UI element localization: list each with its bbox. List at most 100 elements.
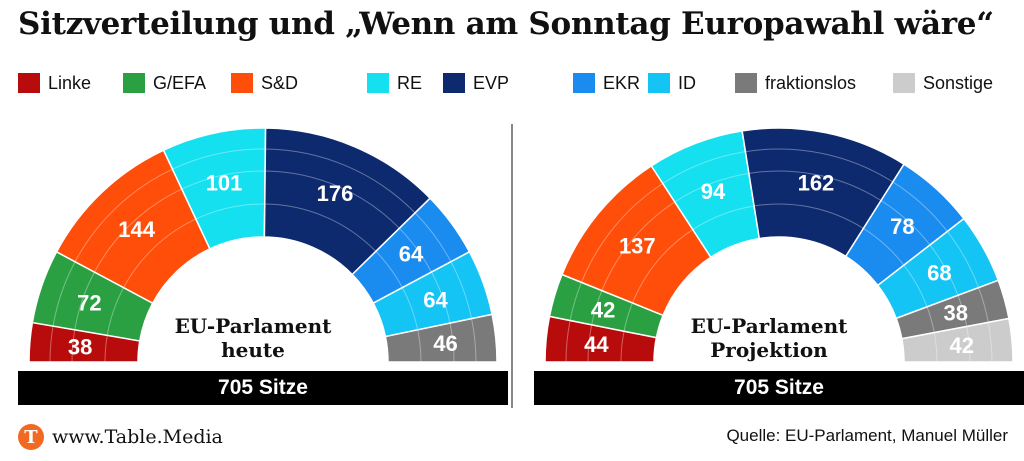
- seat-ring-line: [987, 322, 993, 363]
- seat-value-label: 64: [423, 287, 448, 312]
- legend-item: S&D: [231, 70, 298, 96]
- legend-label: fraktionslos: [765, 72, 857, 93]
- seat-ring-line: [929, 244, 959, 296]
- seat-ring-line: [431, 271, 451, 324]
- seat-value-label: 78: [890, 214, 914, 239]
- seat-value-label: 64: [399, 241, 424, 266]
- seat-ring-line: [74, 168, 173, 262]
- legend-swatch: [231, 73, 253, 93]
- legend: Linke G/EFA S&D RE EVP EKR ID fraktionslos Sonst…: [18, 70, 1008, 96]
- seat-ring-line: [745, 148, 894, 183]
- chart-svg-projection: 44 42 137 94 162 78 68 38 42: [544, 127, 1014, 363]
- legend-swatch: [648, 73, 670, 93]
- seat-ring-line: [580, 183, 664, 283]
- chart-divider: [511, 124, 513, 408]
- legend-label: Sonstige: [923, 72, 994, 93]
- seat-value-label: 162: [798, 170, 835, 195]
- seat-ring-line: [52, 261, 76, 327]
- seat-ring-line: [631, 229, 694, 304]
- seat-ring-line: [754, 203, 864, 229]
- legend-item: G/EFA: [123, 70, 206, 96]
- legend-swatch: [893, 73, 915, 93]
- seat-value-label: 68: [927, 261, 951, 286]
- seat-value-label: 38: [68, 334, 92, 359]
- seat-ring-line: [265, 148, 416, 214]
- seat-ring-line: [264, 203, 377, 252]
- legend-item: ID: [648, 70, 696, 96]
- seat-value-label: 46: [433, 331, 457, 356]
- seat-ring-line: [892, 181, 948, 232]
- seat-ring-line: [265, 170, 400, 229]
- seat-value-label: 72: [77, 291, 101, 316]
- total-seats-bar-current: 705 Sitze: [18, 371, 508, 405]
- legend-swatch: [18, 73, 40, 93]
- seat-value-label: 44: [584, 332, 609, 357]
- seat-ring-line: [966, 326, 971, 363]
- legend-item: fraktionslos: [735, 70, 856, 96]
- legend-swatch: [367, 73, 389, 93]
- parliament-chart-projection: 44 42 137 94 162 78 68 38 42 EU-Parlament Projek…: [534, 118, 1024, 408]
- seat-ring-line: [106, 287, 125, 336]
- brand: T www.Table.Media: [18, 424, 223, 450]
- legend-swatch: [573, 73, 595, 93]
- brand-url[interactable]: www.Table.Media: [52, 426, 223, 448]
- legend-item: Linke: [18, 70, 91, 96]
- seat-segment-fraktionslos: [384, 313, 498, 363]
- seat-ring-line: [903, 264, 928, 308]
- seat-ring-line: [674, 172, 749, 203]
- seat-value-label: 94: [701, 179, 726, 204]
- legend-swatch: [123, 73, 145, 93]
- seat-ring-line: [946, 231, 980, 288]
- chart-label-current: EU-Parlament heute: [138, 314, 368, 362]
- seat-ring-line: [375, 251, 403, 288]
- seat-ring-line: [181, 170, 266, 190]
- seat-ring-line: [123, 218, 197, 288]
- seat-ring-line: [449, 323, 455, 363]
- seat-value-label: 101: [206, 171, 243, 196]
- legend-item: EVP: [443, 70, 509, 96]
- parliament-chart-current: 38 72 144 101 176 64 64 46 EU-Parlament heute 7…: [18, 118, 508, 408]
- legend-label: ID: [678, 72, 696, 93]
- legend-label: Linke: [48, 72, 92, 93]
- seat-ring-line: [880, 200, 931, 246]
- legend-swatch: [735, 73, 757, 93]
- seat-ring-line: [399, 227, 432, 273]
- legend-item: EKR: [573, 70, 640, 96]
- seat-value-label: 42: [949, 333, 973, 358]
- seat-ring-line: [748, 170, 882, 201]
- seat-ring-line: [601, 201, 676, 291]
- seat-ring-line: [417, 329, 422, 363]
- seat-ring-line: [94, 188, 183, 273]
- total-seats-bar-projection: 705 Sitze: [534, 371, 1024, 405]
- seat-ring-line: [414, 212, 452, 262]
- seat-ring-line: [74, 271, 95, 330]
- seat-ring-line: [662, 151, 746, 184]
- table-media-logo-icon: T: [18, 424, 44, 450]
- source-note: Quelle: EU-Parlament, Manuel Müller: [726, 426, 1008, 445]
- legend-label: RE: [397, 72, 423, 93]
- seat-value-label: 176: [317, 181, 354, 206]
- seat-ring-line: [471, 318, 477, 363]
- legend-item: RE: [367, 70, 422, 96]
- chart-label-projection: EU-Parlament Projektion: [654, 314, 884, 362]
- seat-value-label: 38: [944, 301, 968, 326]
- seat-segment-sonstige: [900, 317, 1014, 363]
- seat-value-label: 144: [118, 217, 155, 242]
- seat-value-label: 137: [619, 233, 656, 258]
- seat-ring-line: [401, 287, 419, 330]
- chart-label-line-1: EU-Parlament: [690, 314, 848, 338]
- legend-label: S&D: [261, 72, 299, 93]
- chart-svg-current: 38 72 144 101 176 64 64 46: [28, 127, 498, 363]
- seat-value-label: 42: [591, 298, 615, 323]
- seat-ring-line: [692, 205, 755, 231]
- legend-item: Sonstige: [893, 70, 993, 96]
- seat-ring-line: [863, 228, 905, 266]
- legend-label: G/EFA: [153, 72, 207, 93]
- seat-ring-line: [172, 148, 266, 170]
- chart-title: Sitzverteilung und „Wenn am Sonntag Euro…: [18, 6, 994, 42]
- chart-label-line-1: EU-Parlament: [174, 314, 332, 338]
- legend-label: EKR: [603, 72, 641, 93]
- seat-ring-line: [195, 203, 265, 220]
- seat-ring-line: [933, 332, 938, 363]
- legend-swatch: [443, 73, 465, 93]
